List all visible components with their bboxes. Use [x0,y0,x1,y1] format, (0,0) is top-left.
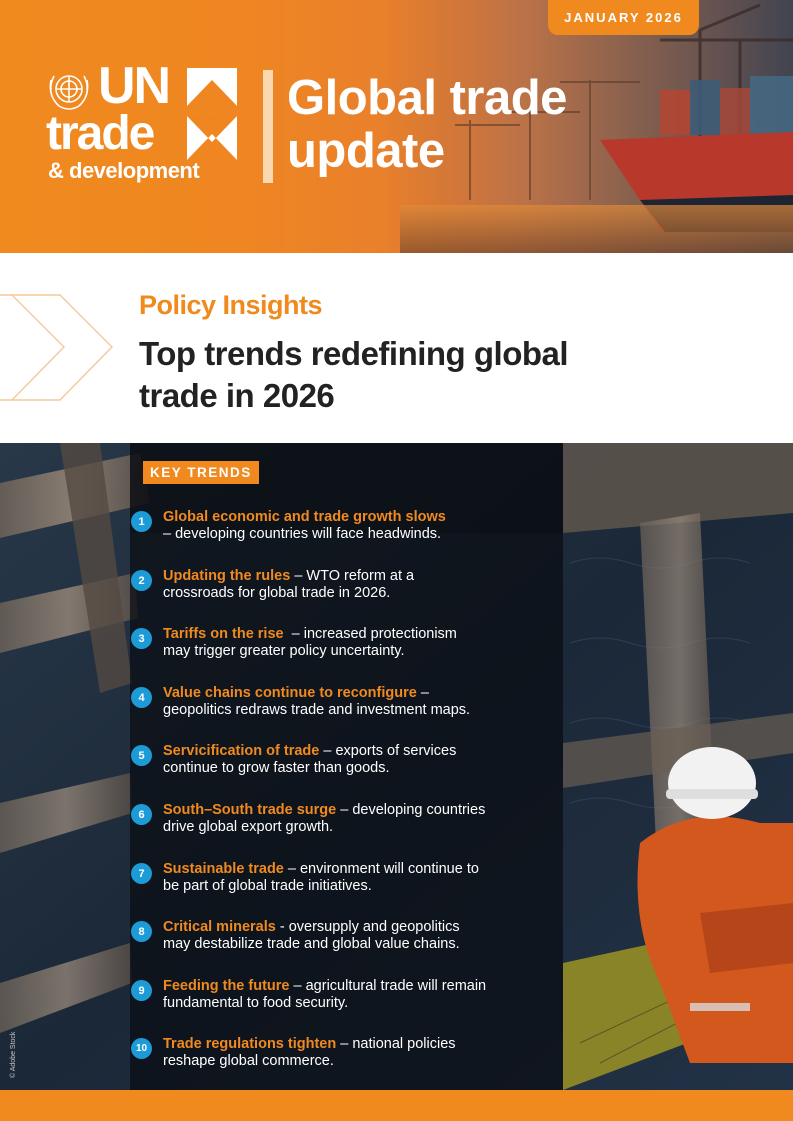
trend-text: Global economic and trade growth slows – … [163,509,563,543]
logo-development-text: & development [48,158,200,183]
trend-line-1-rest: – exports of services [319,743,457,759]
trend-line-1: Trade regulations tighten – national pol… [163,1036,563,1053]
trend-line-2: reshape global commerce. [163,1053,334,1069]
header-banner: JANUARY 2026 UN UNCTAD trade & developme… [0,0,793,253]
trend-text: Trade regulations tighten – national pol… [163,1036,563,1070]
trend-line-1: Global economic and trade growth slows [163,509,563,526]
logo-trade-text: trade [46,107,155,160]
footer-band [0,1090,793,1121]
unctad-mark-icon [187,68,237,160]
section-title-line-2: trade in 2026 [139,377,335,414]
trend-line-1-rest: – WTO reform at a [290,568,415,584]
page-title: Global trade update [287,72,667,178]
trend-line-1: Sustainable trade – environment will con… [163,861,563,878]
trend-text: Feeding the future – agricultural trade … [163,978,563,1012]
trend-line-1: Updating the rules – WTO reform at a [163,568,563,585]
worker-photo [0,443,793,1090]
trend-line-1: Tariffs on the rise – increased protecti… [163,626,563,643]
trend-line-2: may destabilize trade and global value c… [163,936,460,952]
trend-highlight: Value chains continue to reconfigure [163,685,417,701]
trend-line-1-rest: – [416,685,429,701]
trend-number-badge: 2 [131,570,152,591]
trend-item: 9 Feeding the future – agricultural trade… [131,978,551,1020]
trend-item: 5 Servicification of trade – exports of s… [131,743,551,785]
trend-item: 4 Value chains continue to reconfigure – g… [131,685,551,727]
photo-credit: © Adobe Stock [10,1031,17,1078]
port-ship-image [0,0,793,253]
trend-number-badge: 4 [131,687,152,708]
trend-line-1-rest: – increased protectionism [283,626,457,642]
trend-highlight: Servicification of trade [163,743,320,759]
trend-line-2: fundamental to food security. [163,995,349,1011]
trend-text: Sustainable trade – environment will con… [163,861,563,895]
trend-line-2: may trigger greater policy uncertainty. [163,643,405,659]
trend-highlight: Critical minerals [163,919,276,935]
trend-number-badge: 8 [131,921,152,942]
worker-figure [637,747,793,1063]
trend-line-1-rest: - oversupply and geopolitics [275,919,460,935]
trend-item: 2 Updating the rules – WTO reform at a cro… [131,568,551,610]
trend-item: 1 Global economic and trade growth slows –… [131,509,551,551]
trend-line-2: – developing countries will face headwin… [163,526,442,542]
key-trends-badge: KEY TRENDS [143,461,259,484]
section-title: Top trends redefining global trade in 20… [139,333,699,417]
trend-item: 8 Critical minerals - oversupply and geop… [131,919,551,961]
trend-highlight: Global economic and trade growth slows [163,509,446,525]
section-title-line-1: Top trends redefining global [139,335,569,372]
trend-highlight: Feeding the future [163,978,290,994]
date-tab: JANUARY 2026 [548,0,699,35]
trend-text: South–South trade surge – developing cou… [163,802,563,836]
trend-item: 3 Tariffs on the rise – increased protect… [131,626,551,668]
un-trade-development-logo: UN UNCTAD trade & development [44,60,239,189]
trend-line-1: Critical minerals - oversupply and geopo… [163,919,563,936]
trend-highlight: Tariffs on the rise [163,626,284,642]
trend-line-1-rest: – developing countries [336,802,486,818]
trend-line-1: Feeding the future – agricultural trade … [163,978,563,995]
trend-number-badge: 5 [131,745,152,766]
trend-text: Critical minerals - oversupply and geopo… [163,919,563,953]
trend-line-1-rest: – national policies [336,1036,456,1052]
trend-line-1-rest: – environment will continue to [283,861,479,877]
trend-line-2: be part of global trade initiatives. [163,878,372,894]
trend-number-badge: 3 [131,628,152,649]
trend-line-2: drive global export growth. [163,819,334,835]
trend-text: Updating the rules – WTO reform at a cros… [163,568,563,602]
section-kicker: Policy Insights [139,290,323,320]
trend-number-badge: 7 [131,863,152,884]
trend-line-1: Value chains continue to reconfigure – [163,685,563,702]
trend-text: Servicification of trade – exports of se… [163,743,563,777]
header-divider [263,70,273,183]
trend-highlight: Trade regulations tighten [163,1036,337,1052]
trend-text: Value chains continue to reconfigure – ge… [163,685,563,719]
trend-item: 10 Trade regulations tighten – national p… [131,1036,551,1078]
trend-highlight: Updating the rules [163,568,291,584]
trend-number-badge: 6 [131,804,152,825]
trend-line-2: crossroads for global trade in 2026. [163,585,391,601]
key-trends-panel [130,443,563,1090]
trend-item: 6 South–South trade surge – developing co… [131,802,551,844]
logo-un-text: UN [98,57,171,115]
title-line-1: Global trade [287,71,567,125]
trend-line-1: South–South trade surge – developing cou… [163,802,563,819]
trend-line-2: geopolitics redraws trade and investment… [163,702,471,718]
trend-number-badge: 10 [131,1038,152,1059]
trend-line-2: continue to grow faster than goods. [163,760,390,776]
trend-highlight: Sustainable trade [163,861,284,877]
trend-number-badge: 9 [131,980,152,1001]
trend-line-1: Servicification of trade – exports of se… [163,743,563,760]
chevron-arrows-icon [0,294,113,401]
un-emblem-icon [49,75,89,110]
logo-unctad-label: UNCTAD [190,110,221,117]
trend-line-1-rest: – agricultural trade will remain [289,978,487,994]
title-line-2: update [287,124,445,178]
trend-text: Tariffs on the rise – increased protecti… [163,626,563,660]
trend-number-badge: 1 [131,511,152,532]
trend-highlight: South–South trade surge [163,802,337,818]
trend-item: 7 Sustainable trade – environment will co… [131,861,551,903]
